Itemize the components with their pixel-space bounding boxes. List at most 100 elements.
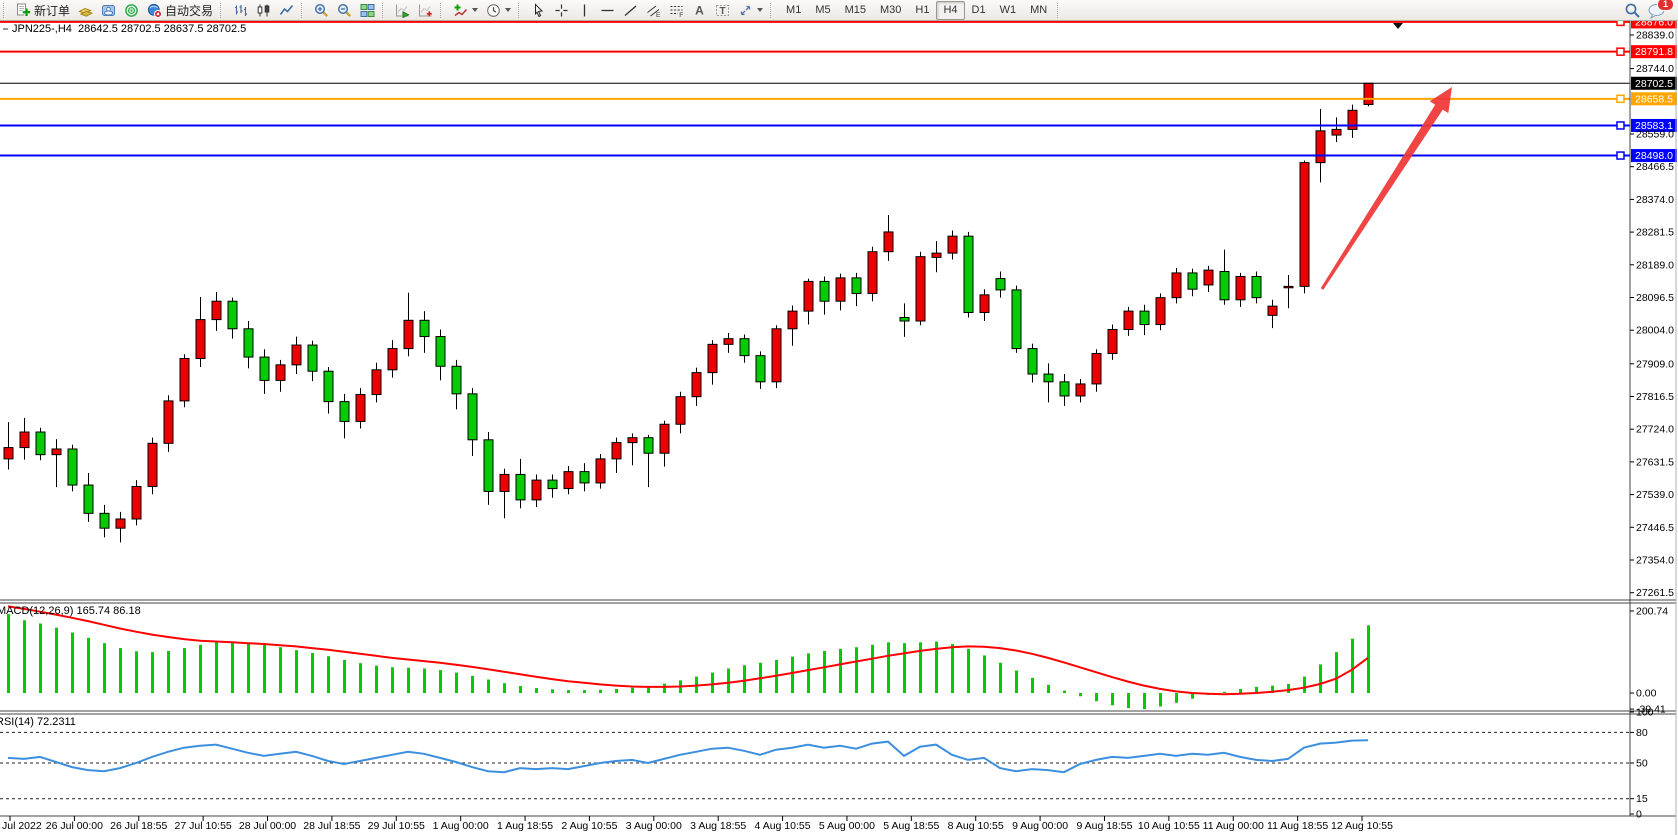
timeframe-m30[interactable]: M30 <box>880 3 902 16</box>
candle <box>1235 275 1246 301</box>
horizontal-line-button[interactable] <box>596 0 619 21</box>
toolbar-group-grip <box>1057 2 1062 18</box>
down-triangle-marker[interactable] <box>1393 23 1403 29</box>
svg-text:27354.0: 27354.0 <box>1636 555 1674 567</box>
candle <box>1075 383 1086 397</box>
channel-icon: E <box>646 3 661 18</box>
svg-text:100: 100 <box>1636 707 1654 719</box>
timeframe-m1[interactable]: M1 <box>786 3 802 16</box>
svg-text:27816.5: 27816.5 <box>1636 391 1674 403</box>
price-axis-ticks[interactable]: 28839.0 28744.0 28559.0 28466.5 28374.0 28281… <box>1630 30 1674 600</box>
auto-scroll-button[interactable] <box>391 0 414 21</box>
candle <box>419 319 430 338</box>
timeframe-m15[interactable]: M15 <box>844 3 866 16</box>
auto-trading-label: 自动交易 <box>165 3 214 18</box>
svg-text:28559.0: 28559.0 <box>1636 128 1674 140</box>
zoom-in-button[interactable] <box>310 0 333 21</box>
svg-text:28096.5: 28096.5 <box>1636 292 1674 304</box>
timeframe-w1[interactable]: W1 <box>999 3 1017 16</box>
candle <box>851 277 862 294</box>
svg-text:29 Jul 10:55: 29 Jul 10:55 <box>368 820 425 832</box>
arrows-button[interactable] <box>734 0 767 21</box>
fibonacci-button[interactable]: F <box>665 0 688 21</box>
svg-text:27539.0: 27539.0 <box>1636 489 1674 501</box>
candle <box>835 277 846 302</box>
svg-text:-39.41: -39.41 <box>1636 704 1666 716</box>
candle <box>99 512 110 529</box>
candle <box>1203 269 1214 286</box>
indicators-button[interactable] <box>449 0 482 21</box>
chart-shift-icon <box>418 3 433 18</box>
hline-icon <box>600 3 615 18</box>
chart-symbol-period: JPN225-,H4 <box>12 23 72 35</box>
candle <box>323 370 334 403</box>
candle <box>291 344 302 366</box>
timeframe-d1[interactable]: D1 <box>971 3 986 16</box>
level-price-label <box>1631 118 1677 132</box>
crosshair-button[interactable] <box>550 0 573 21</box>
time-axis[interactable]: Jul 2022 26 Jul 00:00 26 Jul 18:55 27 Jul 1… <box>2 816 1393 832</box>
new-order-label: 新订单 <box>34 3 71 18</box>
timeframe-h1[interactable]: H1 <box>915 3 930 16</box>
trendline-button[interactable] <box>619 0 642 21</box>
level-line-marker[interactable] <box>1616 47 1625 56</box>
level-line-marker[interactable] <box>1616 151 1625 160</box>
candle <box>883 231 894 253</box>
svg-text:11 Aug 00:00: 11 Aug 00:00 <box>1203 820 1264 832</box>
notifications-button[interactable]: 1 <box>1647 0 1674 19</box>
candle <box>915 256 926 322</box>
equidistant-channel-button[interactable]: E <box>642 0 665 21</box>
zoom-out-button[interactable] <box>333 0 356 21</box>
candle <box>579 471 590 484</box>
toolbar-group-grip <box>440 2 445 18</box>
new-chart-button[interactable] <box>74 0 97 21</box>
svg-text:28791.8: 28791.8 <box>1635 46 1673 58</box>
svg-text:3 Aug 18:55: 3 Aug 18:55 <box>690 820 746 832</box>
text-icon: A <box>692 3 707 18</box>
candle-chart-mode-button[interactable] <box>252 0 275 21</box>
tile-windows-button[interactable] <box>356 0 379 21</box>
candle <box>275 364 286 381</box>
candle <box>179 357 190 402</box>
candle <box>371 369 382 396</box>
candle <box>339 401 350 422</box>
chevron-down-icon[interactable] <box>472 8 479 12</box>
candle <box>51 448 62 456</box>
chart-ohlc-values: 28642.5 28702.5 28637.5 28702.5 <box>78 23 247 35</box>
periods-button[interactable] <box>482 0 515 21</box>
svg-text:27909.0: 27909.0 <box>1636 358 1674 370</box>
new-order-button[interactable]: 新订单 <box>12 0 74 21</box>
level-line-marker[interactable] <box>1616 121 1625 130</box>
line-chart-mode-button[interactable] <box>275 0 298 21</box>
text-button[interactable]: A <box>688 0 711 21</box>
candle <box>1219 271 1230 301</box>
candle <box>1267 305 1278 316</box>
macd-pane: 200.74 0.00 -39.41 <box>7 605 1668 716</box>
search-button[interactable] <box>1624 2 1641 19</box>
signals-button[interactable] <box>120 0 143 21</box>
candle <box>1171 272 1182 299</box>
level-line-marker[interactable] <box>1616 94 1625 104</box>
svg-text:80: 80 <box>1636 727 1648 739</box>
candle <box>931 252 942 258</box>
bar-chart-mode-button[interactable] <box>229 0 252 21</box>
chevron-down-icon[interactable] <box>757 8 764 12</box>
text-label-button[interactable]: T <box>711 0 734 21</box>
cursor-button[interactable] <box>527 0 550 21</box>
profiles-button[interactable] <box>97 0 120 21</box>
trendline-icon <box>623 3 638 18</box>
chevron-down-icon[interactable] <box>505 8 512 12</box>
trend-arrow-annotation[interactable] <box>1320 87 1452 290</box>
chart-shift-button[interactable] <box>414 0 437 21</box>
candle <box>67 448 78 486</box>
auto-trading-button[interactable]: 自动交易 <box>143 0 217 21</box>
timeframe-m5[interactable]: M5 <box>815 3 831 16</box>
vertical-line-button[interactable] <box>573 0 596 21</box>
svg-text:Jul 2022: Jul 2022 <box>2 820 42 832</box>
svg-text:12 Aug 10:55: 12 Aug 10:55 <box>1331 820 1393 832</box>
auto-trading-icon <box>147 3 163 18</box>
candle <box>979 294 990 314</box>
timeframe-mn[interactable]: MN <box>1030 3 1048 16</box>
timeframe-h4[interactable]: H4 <box>936 0 965 20</box>
